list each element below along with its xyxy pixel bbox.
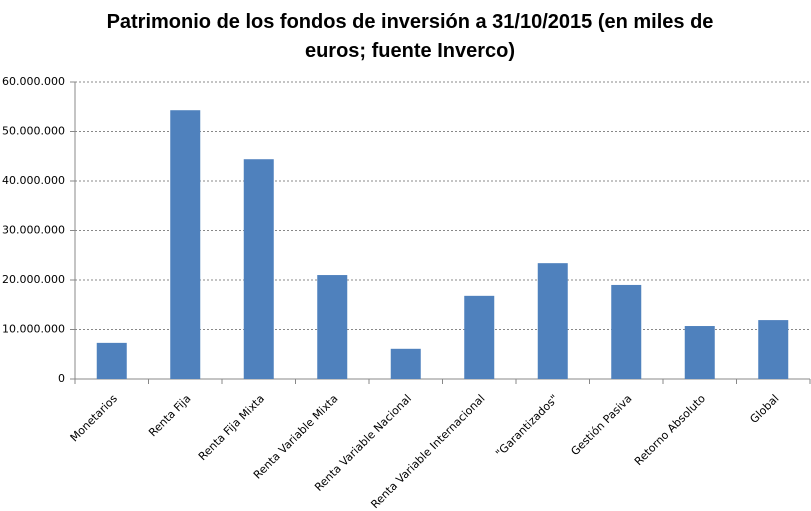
bar [243,159,274,379]
y-tick-label: 60.000.000 [2,75,65,88]
x-tick-label: Global [747,392,781,426]
y-tick-label: 30.000.000 [2,224,65,237]
bar [684,326,715,379]
x-tick-label: Renta Variable Mixta [251,392,341,482]
bar [758,320,789,379]
y-tick-label: 40.000.000 [2,174,65,187]
x-tick-label: Gestión Pasiva [568,392,634,458]
y-tick-label: 20.000.000 [2,273,65,286]
bar [317,275,348,379]
x-tick-label: Renta Fija Mixta [196,392,267,463]
y-tick-label: 50.000.000 [2,125,65,138]
bar [96,342,127,379]
y-tick-label: 0 [58,372,65,385]
bar [170,110,201,379]
bar [537,263,568,379]
x-tick-label: Monetarios [68,392,121,445]
x-tick-label: Retorno Absoluto [632,392,708,468]
bar [611,284,642,379]
chart-title: Patrimonio de los fondos de inversión a … [106,11,714,62]
y-tick-label: 10.000.000 [2,323,65,336]
x-tick-label: "Garantizados" [493,392,561,460]
bar [390,348,421,379]
x-tick-label: Renta Fija [146,392,193,439]
bar [464,295,495,379]
